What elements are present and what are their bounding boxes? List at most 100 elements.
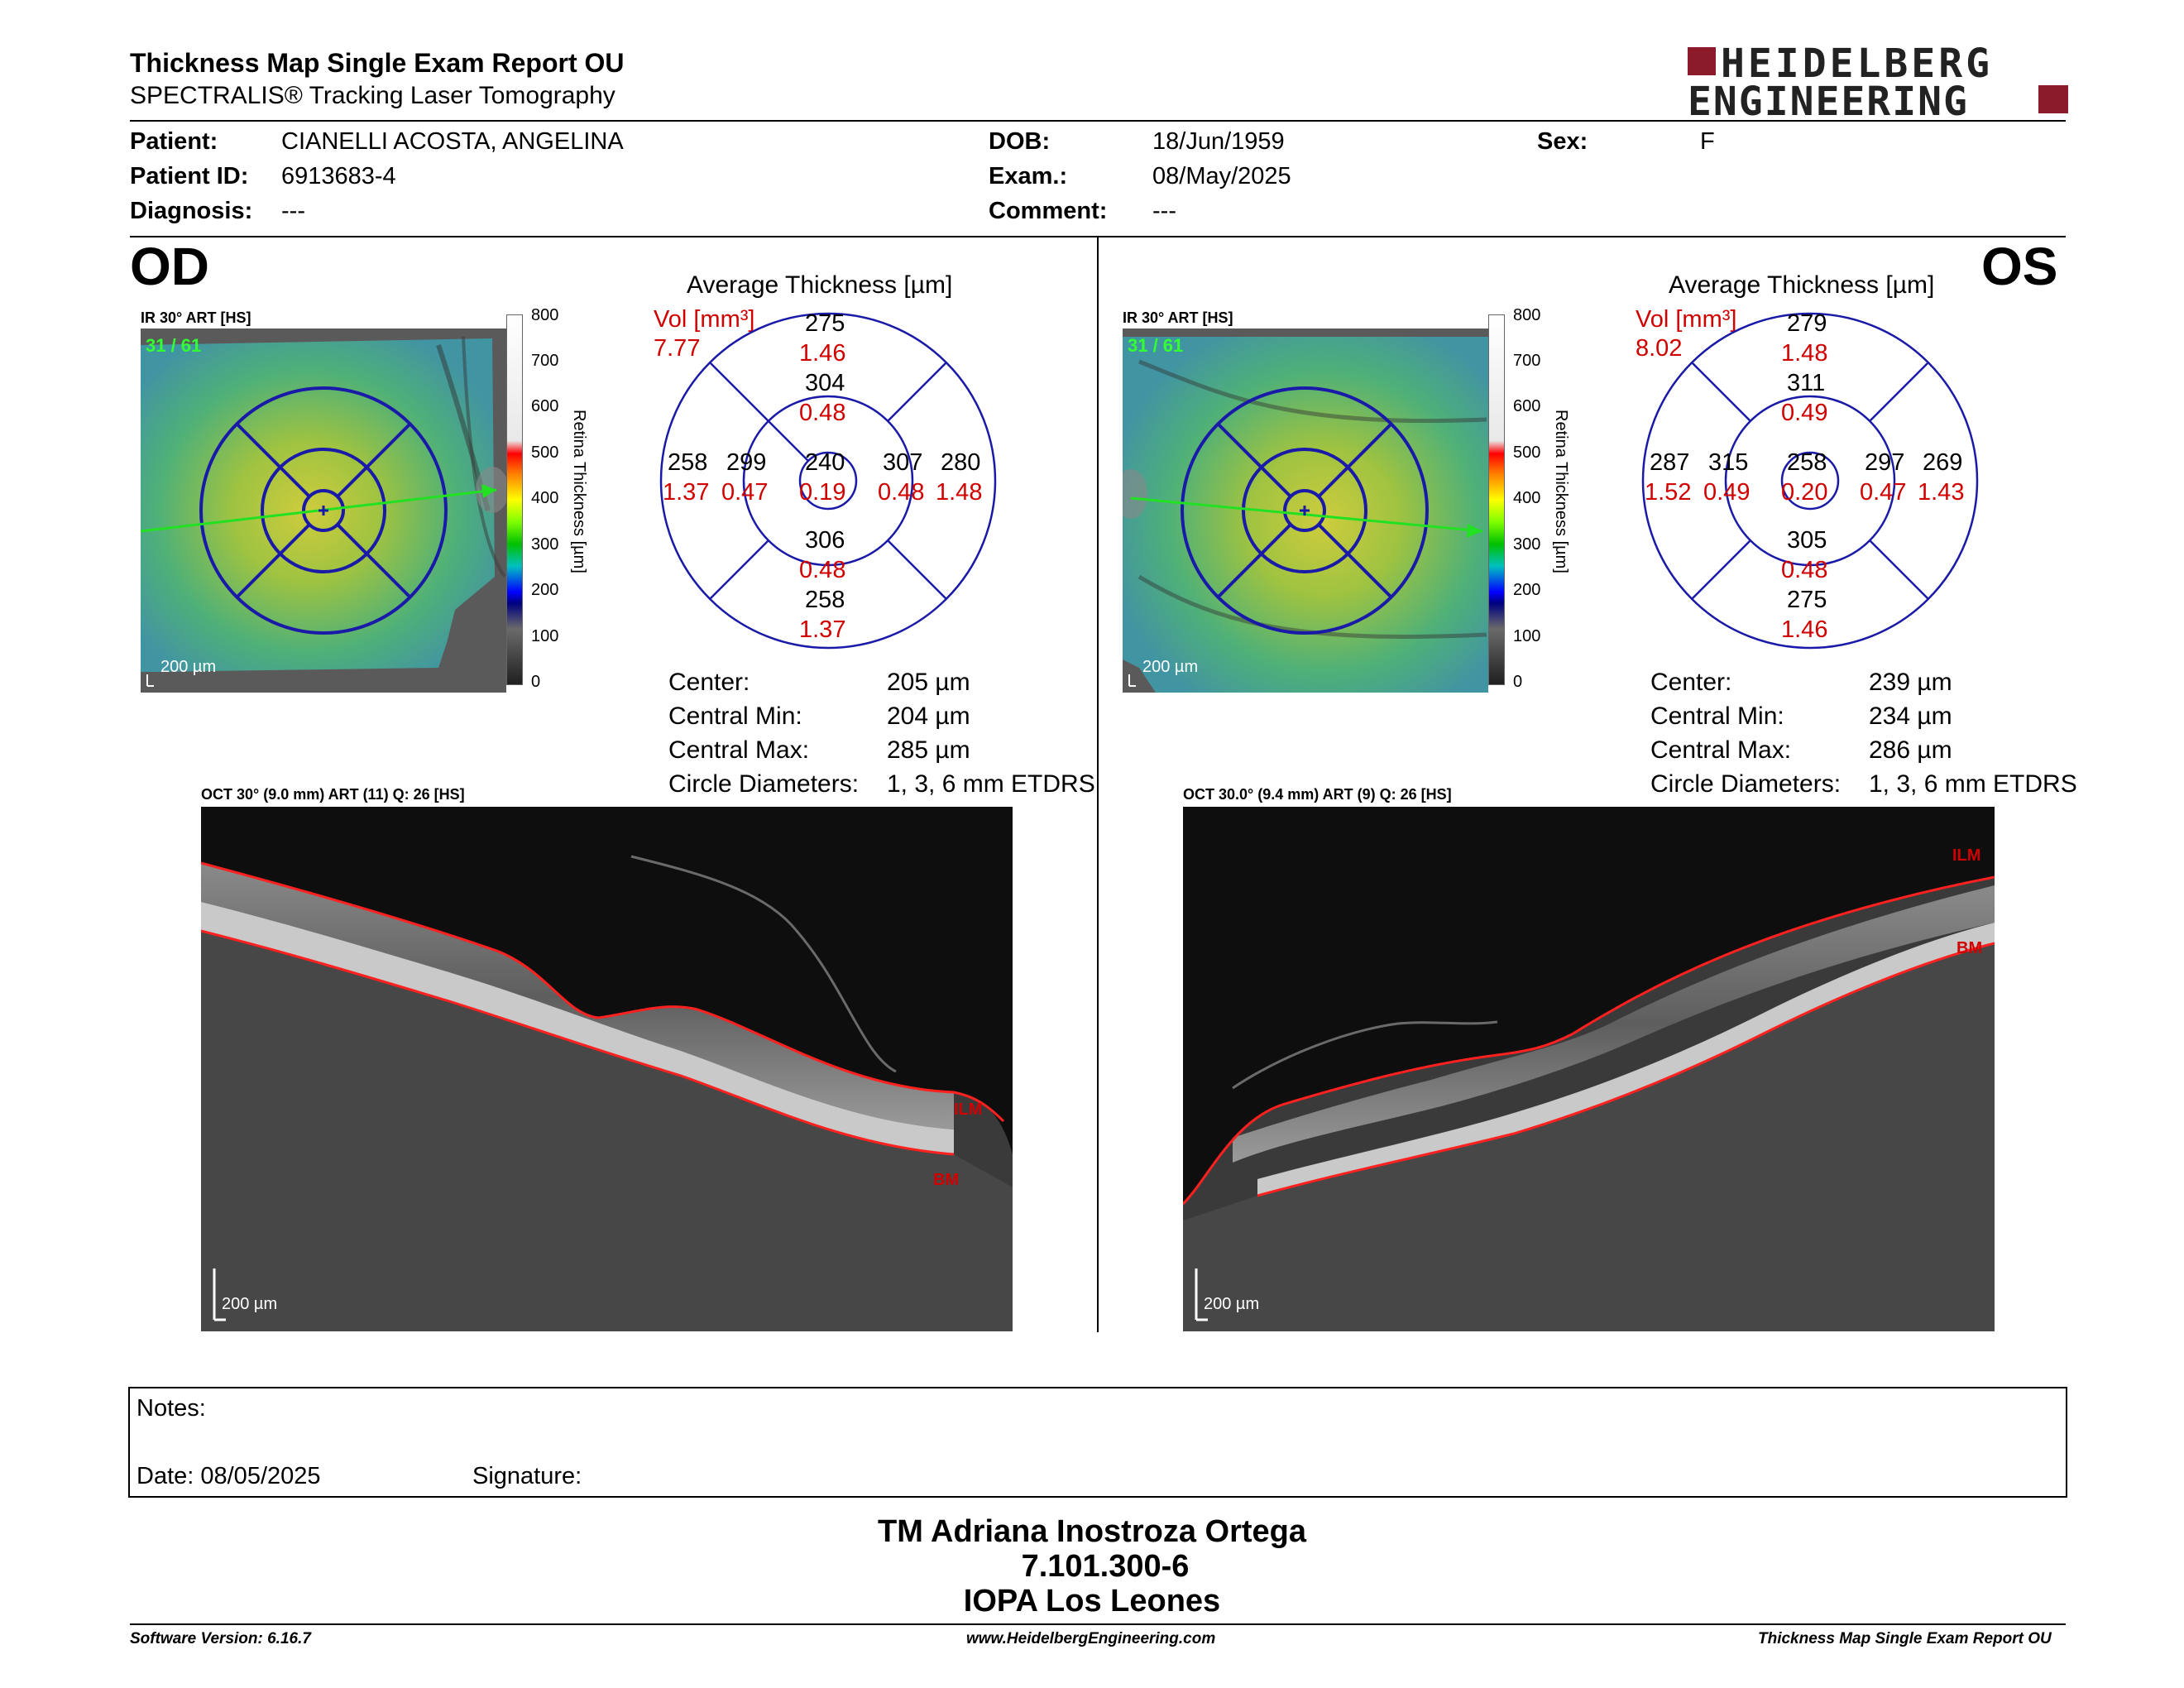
- od-colorbar-tick: 0: [531, 673, 541, 691]
- os-outer-right-thickness: 269: [1923, 449, 1963, 476]
- logo-graphic: [1688, 47, 2068, 113]
- os-fundus-frames: 31 / 61: [1128, 335, 1184, 356]
- od-fundus-title: IR 30° ART [HS]: [141, 309, 251, 326]
- os-center-volume: 0.20: [1781, 479, 1828, 506]
- od-colorbar-tick: 200: [531, 581, 559, 599]
- od-outer-inf-thickness: 258: [805, 587, 845, 613]
- signatory-place: IOPA Los Leones: [963, 1584, 1221, 1618]
- os-colorbar-tick: 300: [1513, 535, 1541, 554]
- os-outer-left-volume: 1.52: [1645, 479, 1692, 506]
- patient-id: 6913683-4: [281, 163, 396, 189]
- logo-text-bottom: ENGINEERING: [1688, 79, 1969, 125]
- notes-box[interactable]: Notes: Date: 08/05/2025 Signature:: [128, 1387, 2067, 1498]
- os-outer-left-thickness: 287: [1650, 449, 1690, 476]
- od-outer-sup-thickness: 275: [805, 310, 845, 337]
- os-inner-right-volume: 0.47: [1860, 479, 1907, 506]
- report-title: Thickness Map Single Exam Report OU: [130, 48, 625, 78]
- od-outer-left-thickness: 258: [668, 449, 708, 476]
- os-inner-sup-thickness: 311: [1787, 370, 1826, 396]
- os-vol-value: 8.02: [1636, 335, 1683, 362]
- os-inner-right-thickness: 297: [1865, 449, 1905, 476]
- od-colorbar-tick: 100: [531, 627, 559, 645]
- od-outer-left-volume: 1.37: [663, 479, 710, 506]
- diagnosis-label: Diagnosis:: [130, 198, 253, 224]
- od-stat-label: Central Max:: [668, 736, 810, 764]
- od-stat-label: Central Min:: [668, 703, 802, 730]
- comment-value: ---: [1152, 198, 1176, 224]
- patient-name: CIANELLI ACOSTA, ANGELINA: [281, 128, 624, 155]
- os-center-thickness: 258: [1787, 449, 1827, 476]
- patient-id-label: Patient ID:: [130, 163, 249, 189]
- os-oct-title: OCT 30.0° (9.4 mm) ART (9) Q: 26 [HS]: [1183, 786, 1452, 803]
- od-bm-label: BM: [933, 1171, 960, 1189]
- os-bm-label: BM: [1956, 939, 1983, 957]
- os-colorbar-tick: 100: [1513, 627, 1541, 645]
- od-fundus-frames: 31 / 61: [146, 335, 202, 356]
- os-colorbar-tick: 700: [1513, 352, 1541, 370]
- od-eye-label: OD: [130, 237, 209, 296]
- comment-label: Comment:: [989, 198, 1108, 224]
- os-outer-sup-volume: 1.48: [1781, 340, 1828, 367]
- od-colorbar-tick: 800: [531, 306, 559, 324]
- od-inner-right-volume: 0.48: [878, 479, 925, 506]
- signatory-rut: 7.101.300-6: [1021, 1549, 1190, 1584]
- os-colorbar-label: Retina Thickness [µm]: [1552, 410, 1570, 573]
- od-oct-scale: 200 µm: [222, 1295, 278, 1313]
- os-stat-value: 286 µm: [1869, 736, 1952, 764]
- od-colorbar-label: Retina Thickness [µm]: [570, 410, 588, 573]
- od-oct-title: OCT 30° (9.0 mm) ART (11) Q: 26 [HS]: [201, 786, 465, 803]
- os-colorbar-tick: 500: [1513, 444, 1541, 462]
- od-inner-left-volume: 0.47: [721, 479, 769, 506]
- od-stat-value: 1, 3, 6 mm ETDRS: [887, 770, 1095, 798]
- od-inner-sup-thickness: 304: [805, 370, 845, 396]
- od-center-volume: 0.19: [799, 479, 846, 506]
- patient-label: Patient:: [130, 128, 218, 155]
- od-stat-value: 204 µm: [887, 703, 970, 730]
- dob-value: 18/Jun/1959: [1152, 128, 1285, 155]
- footer-report-name: Thickness Map Single Exam Report OU: [1758, 1630, 2052, 1647]
- os-colorbar-strip: [1488, 314, 1505, 685]
- od-avg-title: Average Thickness [µm]: [687, 271, 953, 299]
- od-inner-right-thickness: 307: [883, 449, 923, 476]
- od-outer-right-thickness: 280: [941, 449, 981, 476]
- od-ilm-label: ILM: [954, 1101, 983, 1119]
- os-colorbar-tick: 600: [1513, 397, 1541, 415]
- website-link[interactable]: www.HeidelbergEngineering.com: [966, 1630, 1216, 1647]
- od-outer-sup-volume: 1.46: [799, 340, 846, 367]
- od-inner-left-thickness: 299: [726, 449, 767, 476]
- sex-label: Sex:: [1537, 128, 1588, 155]
- os-avg-title: Average Thickness [µm]: [1669, 271, 1935, 299]
- od-outer-inf-volume: 1.37: [799, 616, 846, 643]
- od-colorbar-strip: [506, 314, 523, 685]
- os-etdrs-grid: [1641, 312, 1979, 650]
- os-stat-label: Central Min:: [1650, 703, 1784, 730]
- footer-rule: [130, 1623, 2066, 1625]
- od-etdrs-chart: 275 1.46 304 0.48 240 0.19 306 0.48 258 …: [658, 310, 999, 651]
- od-colorbar-tick: 400: [531, 489, 559, 507]
- center-divider: [1097, 237, 1099, 1332]
- os-inner-sup-volume: 0.49: [1781, 400, 1828, 426]
- od-center-thickness: 240: [805, 449, 845, 476]
- os-stat-value: 239 µm: [1869, 669, 1952, 696]
- os-oct-bscan: ILM BM 200 µm: [1183, 807, 1995, 1331]
- os-oct-scale: 200 µm: [1204, 1295, 1260, 1313]
- dob-label: DOB:: [989, 128, 1051, 155]
- od-fundus-scale: 200 µm: [160, 658, 217, 676]
- os-vol-label: Vol [mm³]: [1636, 306, 1737, 333]
- os-etdrs-chart: 279 1.48 311 0.49 258 0.20 305 0.48 275 …: [1640, 310, 1980, 651]
- heidelberg-logo: HEIDELBERG ENGINEERING: [1688, 41, 2068, 125]
- os-stat-value: 234 µm: [1869, 703, 1952, 730]
- signature-label: Signature:: [472, 1463, 582, 1489]
- logo-square-top: [1688, 47, 1716, 75]
- software-version: Software Version: 6.16.7: [130, 1630, 311, 1647]
- os-ilm-label: ILM: [1952, 846, 1981, 865]
- os-inner-left-volume: 0.49: [1703, 479, 1751, 506]
- os-stat-value: 1, 3, 6 mm ETDRS: [1869, 770, 2077, 798]
- os-outer-inf-thickness: 275: [1787, 587, 1827, 613]
- notes-date: Date: 08/05/2025: [136, 1463, 321, 1489]
- os-colorbar-tick: 800: [1513, 306, 1541, 324]
- od-colorbar-tick: 600: [531, 397, 559, 415]
- sex-value: F: [1700, 128, 1715, 155]
- od-inner-sup-volume: 0.48: [799, 400, 846, 426]
- od-outer-right-volume: 1.48: [936, 479, 983, 506]
